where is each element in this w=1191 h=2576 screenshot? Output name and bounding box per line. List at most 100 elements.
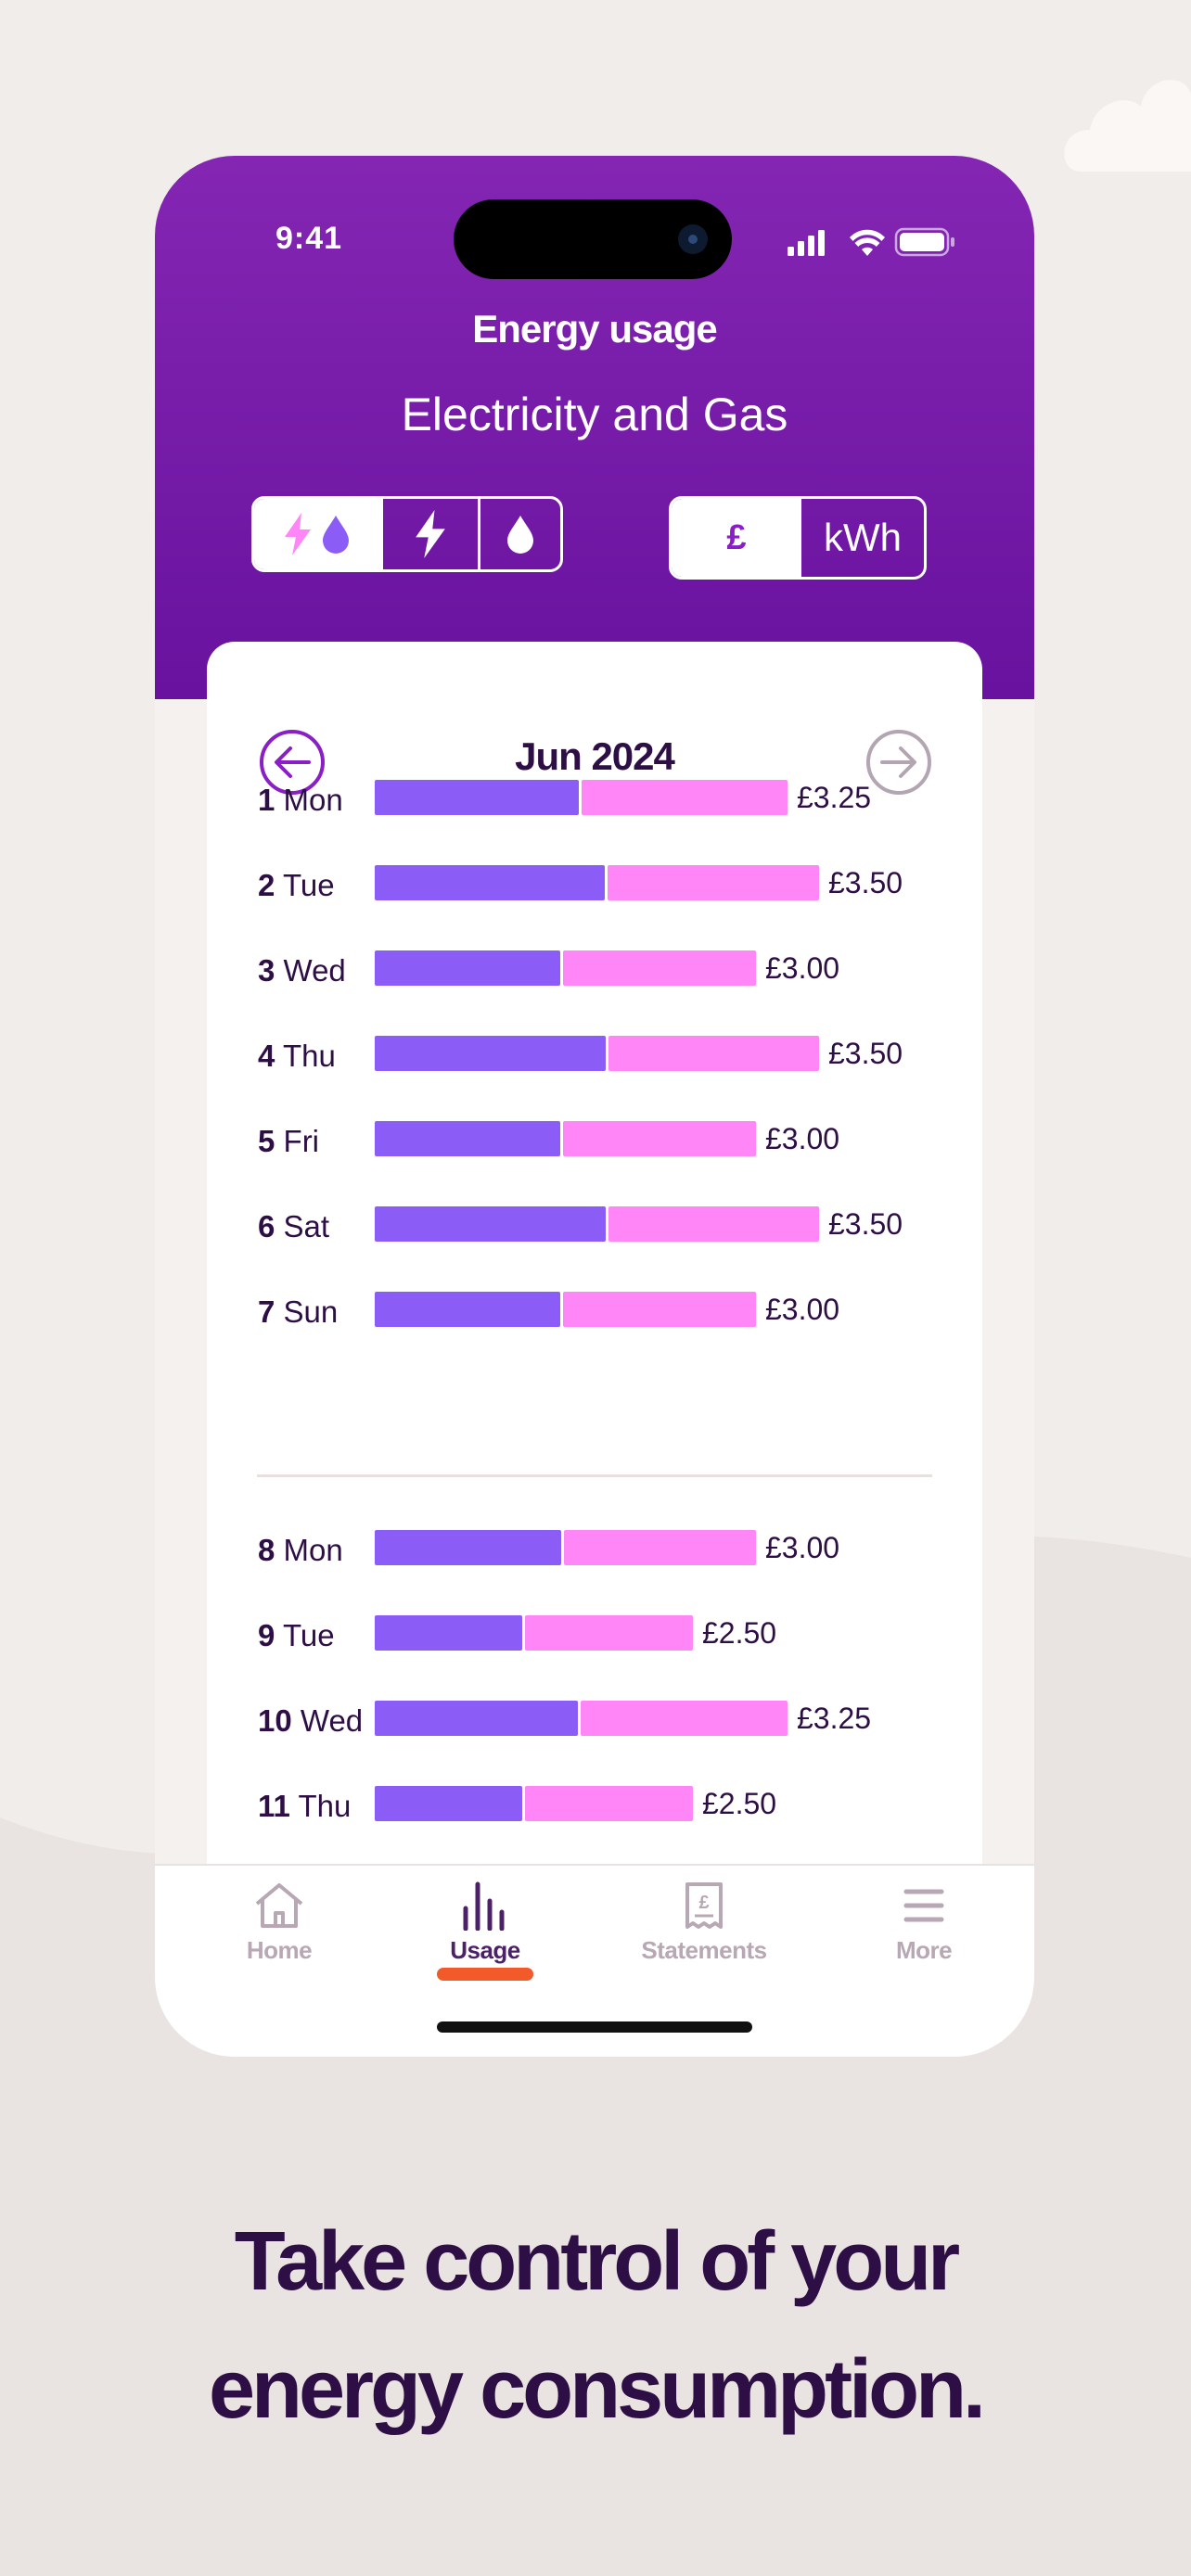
signal-icon (788, 230, 825, 256)
day-number: 5 (258, 1124, 275, 1158)
menu-icon (903, 1889, 944, 1922)
day-name: Sat (283, 1209, 330, 1243)
day-label: 9 Tue (258, 1618, 335, 1653)
active-tab-indicator (437, 1968, 533, 1981)
electricity-bar (375, 1121, 560, 1156)
day-row[interactable]: 2 Tue £3.50 (207, 864, 982, 902)
gas-bar (564, 1530, 756, 1565)
gas-bar (525, 1786, 693, 1821)
day-name: Fri (283, 1124, 320, 1158)
day-number: 1 (258, 783, 275, 817)
day-row[interactable]: 5 Fri £3.00 (207, 1120, 982, 1159)
next-month-button[interactable] (864, 727, 934, 797)
unit-selector: £ kWh (669, 496, 927, 580)
day-label: 7 Sun (258, 1294, 338, 1330)
day-cost-label: £3.25 (797, 780, 872, 814)
electricity-bar (375, 1615, 522, 1651)
gas-bar (608, 1206, 819, 1242)
electricity-bar (375, 1036, 606, 1071)
day-cost-label: £2.50 (702, 1615, 777, 1650)
day-cost-label: £3.50 (828, 1036, 903, 1070)
unit-option-kwh[interactable]: kWh (824, 516, 902, 559)
day-label: 11 Thu (258, 1789, 351, 1824)
fuel-option-gas[interactable] (478, 499, 560, 569)
electricity-bar (375, 1701, 578, 1736)
usage-card: Jun 2024 1 Mon £3.25 2 Tue £3.50 3 Wed £3.00 4… (207, 642, 982, 2023)
day-row[interactable]: 11 Thu £2.50 (207, 1785, 982, 1824)
home-icon (255, 1883, 303, 1928)
screen-title: Energy usage (472, 307, 717, 351)
unit-option-pounds[interactable]: £ (672, 499, 801, 577)
status-time: 9:41 (275, 221, 343, 256)
day-number: 6 (258, 1209, 275, 1243)
gas-drop-icon (507, 516, 533, 554)
day-number: 4 (258, 1039, 275, 1073)
day-number: 3 (258, 953, 275, 988)
gas-bar (582, 780, 788, 815)
fuel-title: Electricity and Gas (401, 389, 788, 440)
usage-header: 9:41 Energy usage Electricity and Gas (155, 156, 1034, 699)
month-label: Jun 2024 (515, 734, 675, 778)
electricity-bar (375, 950, 560, 986)
tagline: Take control of your energy consumption. (0, 2198, 1191, 2454)
tab-usage[interactable]: Usage (392, 1877, 578, 1965)
lightning-icon (416, 510, 445, 558)
day-name: Tue (282, 868, 335, 902)
phone-screen: 9:41 Energy usage Electricity and Gas (155, 156, 1034, 2057)
day-label: 1 Mon (258, 783, 343, 818)
camera-icon (678, 224, 708, 254)
tab-label-more: More (895, 1936, 953, 1964)
gas-drop-icon (323, 516, 349, 554)
day-cost-label: £3.00 (765, 1121, 840, 1155)
day-label: 5 Fri (258, 1124, 319, 1159)
previous-month-button[interactable] (257, 727, 327, 797)
fuel-option-electricity[interactable] (380, 499, 478, 569)
electricity-bar (375, 1292, 560, 1327)
tab-label-home: Home (246, 1936, 313, 1964)
day-row[interactable]: 3 Wed £3.00 (207, 950, 982, 988)
gas-bar (608, 1036, 819, 1071)
statement-icon: £ (685, 1882, 723, 1929)
day-name: Wed (300, 1703, 364, 1738)
day-label: 3 Wed (258, 953, 346, 988)
gas-bar (608, 865, 819, 900)
day-name: Mon (283, 783, 343, 817)
gas-bar (563, 950, 756, 986)
day-cost-label: £3.50 (828, 1206, 903, 1241)
day-cost-label: £3.25 (797, 1701, 872, 1735)
day-row[interactable]: 6 Sat £3.50 (207, 1205, 982, 1243)
day-label: 10 Wed (258, 1703, 363, 1739)
tab-statements[interactable]: £ Statements (611, 1877, 797, 1965)
tagline-line-2: energy consumption. (208, 2343, 986, 2436)
day-number: 9 (258, 1618, 275, 1652)
day-cost-label: £3.00 (765, 950, 840, 985)
day-label: 6 Sat (258, 1209, 329, 1244)
tab-more[interactable]: More (831, 1877, 1017, 1965)
gas-bar (563, 1121, 756, 1156)
day-name: Tue (282, 1618, 335, 1652)
cloud-decoration (1064, 80, 1191, 172)
electricity-bar (375, 865, 605, 900)
day-label: 8 Mon (258, 1533, 343, 1568)
fuel-option-both[interactable] (254, 499, 380, 569)
day-row[interactable]: 9 Tue £2.50 (207, 1614, 982, 1653)
day-row[interactable]: 7 Sun £3.00 (207, 1291, 982, 1330)
status-icons (788, 227, 954, 257)
day-number: 10 (258, 1703, 292, 1738)
day-number: 2 (258, 868, 275, 902)
day-cost-label: £2.50 (702, 1786, 777, 1820)
lightning-icon (285, 513, 311, 555)
gas-bar (563, 1292, 756, 1327)
gas-bar (525, 1615, 693, 1651)
tab-home[interactable]: Home (186, 1877, 372, 1965)
home-indicator (437, 2021, 752, 2033)
day-row[interactable]: 10 Wed £3.25 (207, 1700, 982, 1739)
dynamic-island (454, 199, 732, 279)
day-row[interactable]: 1 Mon £3.25 (207, 779, 982, 818)
day-name: Mon (283, 1533, 343, 1567)
usage-chart-icon (463, 1881, 505, 1931)
electricity-bar (375, 1206, 606, 1242)
day-cost-label: £3.50 (828, 865, 903, 899)
day-row[interactable]: 4 Thu £3.50 (207, 1035, 982, 1073)
day-row[interactable]: 8 Mon £3.00 (207, 1529, 982, 1568)
